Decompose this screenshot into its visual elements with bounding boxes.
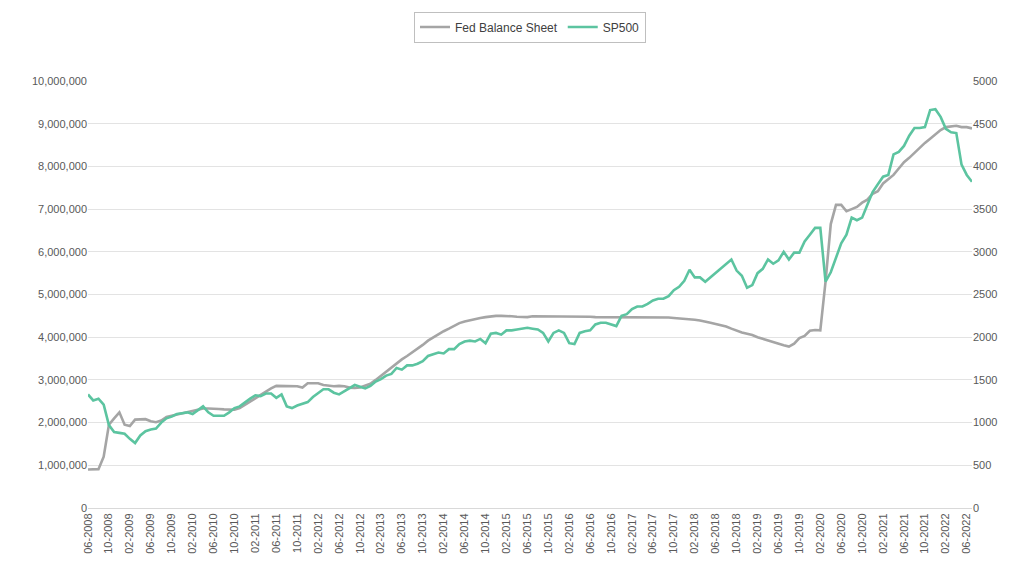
svg-text:0: 0 [81, 502, 87, 514]
svg-text:02-2017: 02-2017 [626, 513, 638, 553]
svg-text:3,000,000: 3,000,000 [38, 374, 87, 386]
svg-text:2,000,000: 2,000,000 [38, 416, 87, 428]
svg-text:02-2020: 02-2020 [814, 513, 826, 553]
svg-text:02-2011: 02-2011 [249, 513, 261, 553]
svg-text:9,000,000: 9,000,000 [38, 118, 87, 130]
svg-text:06-2011: 06-2011 [270, 513, 282, 553]
svg-text:06-2012: 06-2012 [333, 513, 345, 553]
svg-text:10-2016: 10-2016 [605, 513, 617, 553]
svg-text:02-2019: 02-2019 [751, 513, 763, 553]
svg-text:10-2014: 10-2014 [479, 513, 491, 553]
svg-text:10-2019: 10-2019 [793, 513, 805, 553]
svg-text:06-2018: 06-2018 [709, 513, 721, 553]
svg-text:500: 500 [973, 459, 991, 471]
svg-text:10-2013: 10-2013 [416, 513, 428, 553]
svg-text:1000: 1000 [973, 416, 997, 428]
svg-text:6,000,000: 6,000,000 [38, 246, 87, 258]
svg-text:06-2022: 06-2022 [960, 513, 972, 553]
svg-text:02-2022: 02-2022 [939, 513, 951, 553]
svg-text:02-2015: 02-2015 [500, 513, 512, 553]
svg-text:06-2021: 06-2021 [898, 513, 910, 553]
svg-text:10-2021: 10-2021 [918, 513, 930, 553]
svg-text:10-2009: 10-2009 [165, 513, 177, 553]
svg-text:1,000,000: 1,000,000 [38, 459, 87, 471]
svg-text:10-2015: 10-2015 [542, 513, 554, 553]
svg-text:2500: 2500 [973, 288, 997, 300]
svg-text:02-2013: 02-2013 [374, 513, 386, 553]
svg-text:1500: 1500 [973, 374, 997, 386]
svg-text:0: 0 [973, 502, 979, 514]
svg-text:06-2010: 06-2010 [207, 513, 219, 553]
svg-text:06-2009: 06-2009 [144, 513, 156, 553]
svg-text:02-2018: 02-2018 [688, 513, 700, 553]
svg-text:06-2020: 06-2020 [835, 513, 847, 553]
svg-text:10,000,000: 10,000,000 [32, 75, 87, 87]
svg-text:06-2015: 06-2015 [521, 513, 533, 553]
svg-text:2000: 2000 [973, 331, 997, 343]
svg-text:02-2012: 02-2012 [312, 513, 324, 553]
svg-text:06-2019: 06-2019 [772, 513, 784, 553]
svg-text:3500: 3500 [973, 203, 997, 215]
svg-text:10-2008: 10-2008 [102, 513, 114, 553]
svg-text:5,000,000: 5,000,000 [38, 288, 87, 300]
svg-text:06-2008: 06-2008 [82, 513, 94, 553]
svg-text:02-2016: 02-2016 [563, 513, 575, 553]
svg-text:06-2016: 06-2016 [584, 513, 596, 553]
svg-text:06-2014: 06-2014 [458, 513, 470, 553]
svg-text:02-2014: 02-2014 [437, 513, 449, 553]
svg-text:06-2013: 06-2013 [395, 513, 407, 553]
svg-text:02-2021: 02-2021 [877, 513, 889, 553]
svg-text:10-2020: 10-2020 [856, 513, 868, 553]
svg-text:06-2017: 06-2017 [646, 513, 658, 553]
svg-text:10-2017: 10-2017 [667, 513, 679, 553]
svg-text:4500: 4500 [973, 118, 997, 130]
svg-text:Fed Balance Sheet: Fed Balance Sheet [455, 21, 558, 35]
svg-text:5000: 5000 [973, 75, 997, 87]
svg-text:4000: 4000 [973, 160, 997, 172]
svg-text:02-2009: 02-2009 [123, 513, 135, 553]
svg-text:10-2012: 10-2012 [354, 513, 366, 553]
svg-text:4,000,000: 4,000,000 [38, 331, 87, 343]
svg-text:10-2010: 10-2010 [228, 513, 240, 553]
svg-text:SP500: SP500 [603, 21, 639, 35]
svg-text:7,000,000: 7,000,000 [38, 203, 87, 215]
svg-text:8,000,000: 8,000,000 [38, 160, 87, 172]
svg-text:10-2011: 10-2011 [291, 513, 303, 553]
svg-text:3000: 3000 [973, 246, 997, 258]
svg-text:10-2018: 10-2018 [730, 513, 742, 553]
svg-text:02-2010: 02-2010 [186, 513, 198, 553]
